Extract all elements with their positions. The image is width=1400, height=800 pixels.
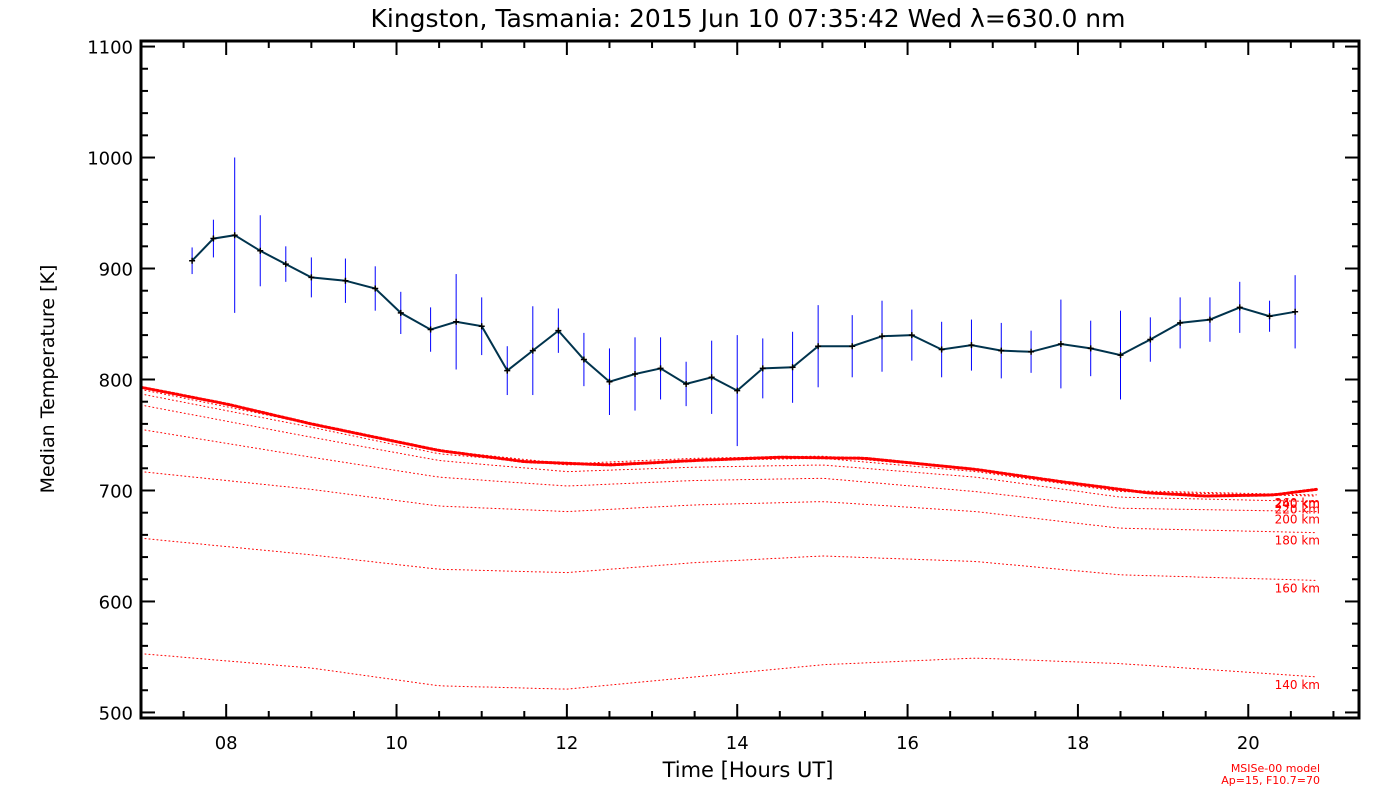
data-point [210,235,217,242]
data-point [879,333,886,340]
temperature-series-line [191,234,1296,392]
data-point [759,365,766,372]
model-curve-180-km [140,471,1317,534]
data-point [1292,308,1299,315]
data-point [1236,304,1243,311]
model-curve-140-km [140,653,1317,690]
data-point [282,261,289,268]
data-point [657,365,664,372]
y-tick-label: 700 [99,481,133,502]
model-curve-260-km [140,389,1317,496]
model-annotation-line1: MSISe-00 model [1231,762,1320,775]
model-curve-label: 220 km [1275,503,1320,517]
data-point [342,277,349,284]
data-point [1147,336,1154,343]
x-tick-label: 20 [1237,733,1260,754]
data-point [683,380,690,387]
data-point [478,323,485,330]
data-point [231,232,238,239]
data-point [632,370,639,377]
data-point [734,387,741,394]
y-axis-label: Median Temperature [K] [37,265,59,494]
axis-ticks: 08 10 12 14 16 18 20 500 600 700 800 900 1000 1100 [87,38,1359,754]
data-point [504,367,511,374]
y-tick-label: 600 [99,592,133,613]
data-point [1117,352,1124,359]
x-tick-label: 14 [726,733,749,754]
data-point [257,247,264,254]
data-point [397,309,404,316]
data-point [815,343,822,350]
data-point [1028,348,1035,355]
data-point [998,347,1005,354]
data-point [1177,319,1184,326]
data-point [427,326,434,333]
data-point [580,356,587,363]
data-point [938,346,945,353]
y-tick-label: 1100 [87,38,133,59]
model-curve-label: 180 km [1275,534,1320,548]
data-point [372,285,379,292]
data-point [708,374,715,381]
data-point [908,332,915,339]
x-tick-label: 12 [555,733,578,754]
data-point [1087,345,1094,352]
model-curve-200-km [140,428,1317,513]
data-point [308,274,315,281]
data-point [849,343,856,350]
model-curve-label: 200 km [1275,513,1320,527]
model-curve-label: 160 km [1275,581,1320,595]
x-axis-label: Time [Hours UT] [662,758,834,782]
plot-frame [139,39,1361,720]
model-curve-label: 260 km [1275,496,1320,510]
model-curve-reference [139,385,1318,498]
model-curve-label: 140 km [1275,678,1320,692]
model-curve-220-km [140,404,1317,503]
y-tick-label: 500 [99,703,133,724]
model-curve-label: 240 km [1275,497,1320,511]
data-point [189,257,196,264]
data-point [1057,340,1064,347]
model-annotation-line2: Ap=15, F10.7=70 [1221,774,1320,787]
y-tick-label: 800 [99,371,133,392]
y-tick-label: 900 [99,260,133,281]
data-point [555,327,562,334]
x-tick-label: 18 [1066,733,1089,754]
data-point [606,378,613,385]
data-point [1206,316,1213,323]
data-point [968,342,975,349]
data-point [789,364,796,371]
x-tick-label: 10 [385,733,408,754]
model-curve-240-km [140,393,1317,497]
data-point [453,318,460,325]
x-tick-label: 16 [896,733,919,754]
y-tick-label: 1000 [87,149,133,170]
chart-title: Kingston, Tasmania: 2015 Jun 10 07:35:42… [370,4,1125,33]
data-point [1266,313,1273,320]
model-curve-160-km [140,537,1317,581]
x-tick-label: 08 [215,733,238,754]
data-point [529,347,536,354]
